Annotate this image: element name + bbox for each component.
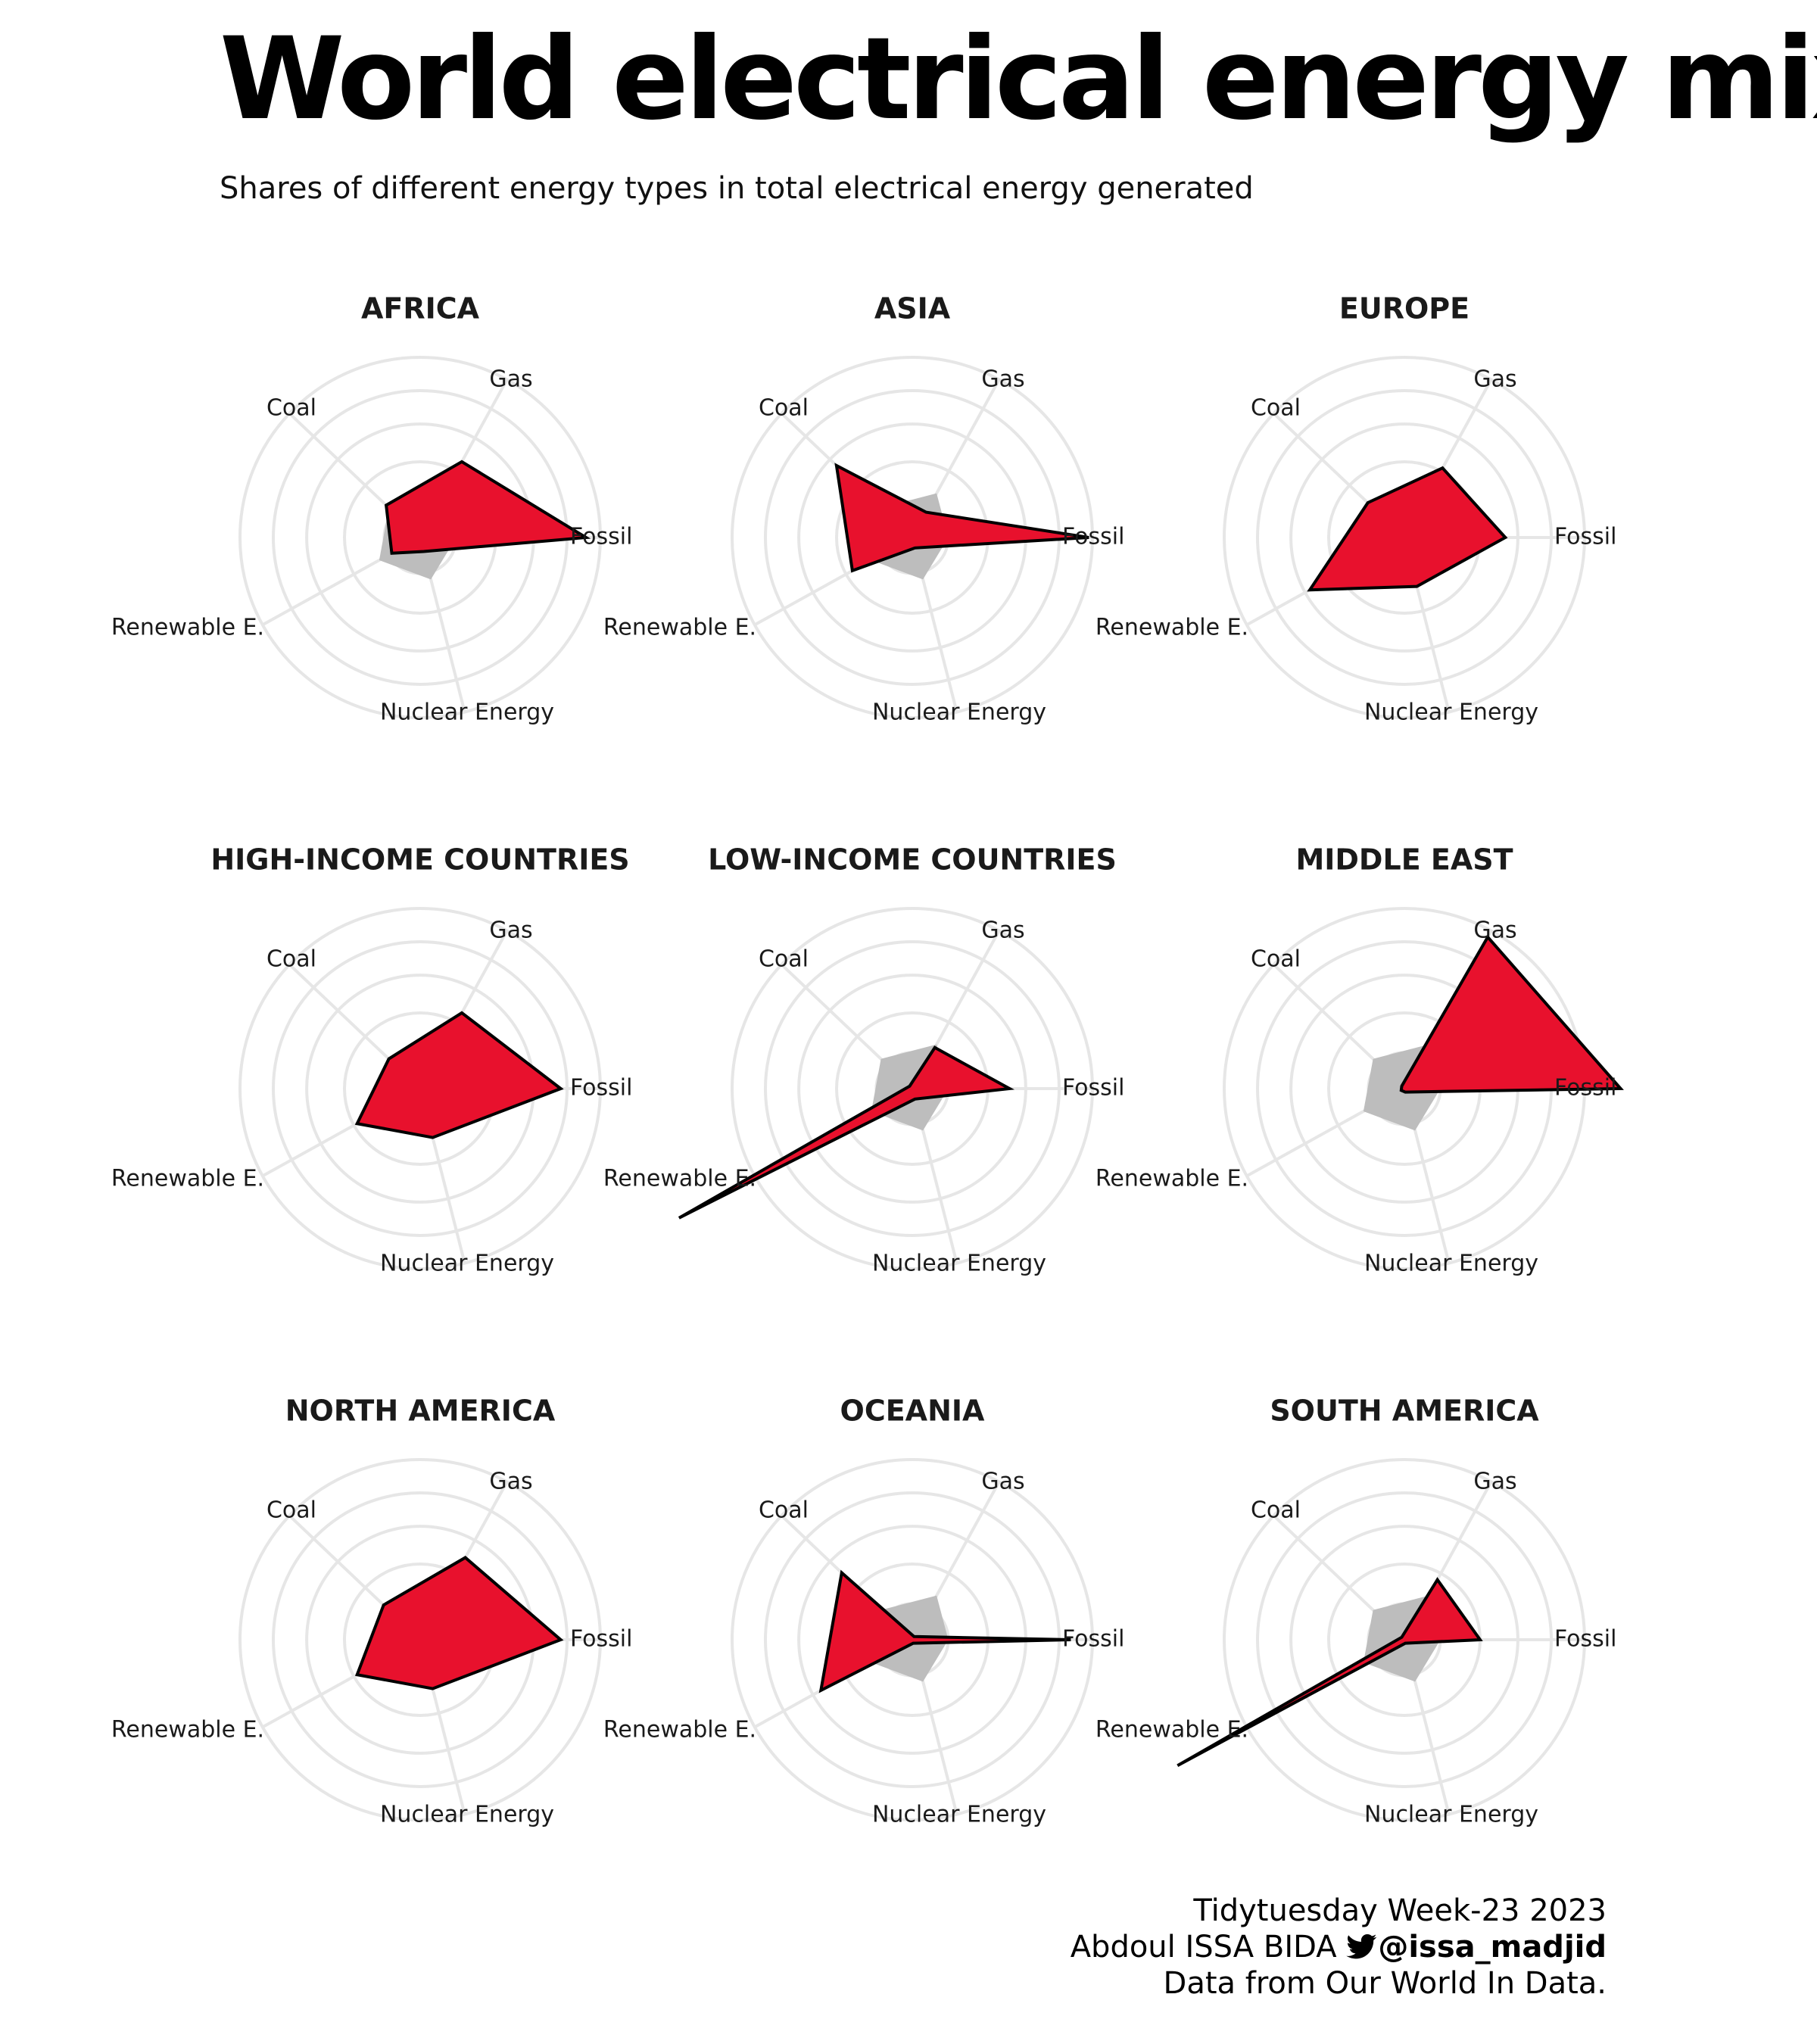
- panel-title: ASIA: [874, 292, 951, 326]
- axis-label-fossil: Fossil: [570, 1626, 632, 1653]
- axis-label-fossil: Fossil: [1554, 1075, 1616, 1101]
- series-polygon-south-america: [1177, 1577, 1483, 1767]
- axis-label-coal: Coal: [759, 946, 809, 973]
- series-polygon-europe: [1307, 466, 1508, 592]
- axis-label-renewable-e-: Renewable E.: [603, 1717, 756, 1743]
- page-subtitle: Shares of different energy types in tota…: [220, 171, 1254, 206]
- series-polygon-north-america: [354, 1556, 564, 1690]
- panel-title: AFRICA: [361, 292, 480, 326]
- axis-label-nuclear-energy: Nuclear Energy: [872, 1802, 1046, 1828]
- axis-label-fossil: Fossil: [570, 1075, 632, 1101]
- axis-label-coal: Coal: [759, 395, 809, 422]
- axis-label-gas: Gas: [489, 1469, 532, 1495]
- panel-title: SOUTH AMERICA: [1270, 1394, 1539, 1428]
- axis-label-fossil: Fossil: [1062, 1075, 1124, 1101]
- axis-label-gas: Gas: [1473, 366, 1516, 393]
- caption-handle: @issa_madjid: [1378, 1930, 1607, 1965]
- radar-panel-high-income-countries: Fossil Gas Coal Renewable E. Nuclear Energy H…: [111, 843, 633, 1277]
- axis-label-nuclear-energy: Nuclear Energy: [380, 700, 554, 726]
- series-polygon-high-income-countries: [354, 1011, 564, 1139]
- caption: Tidytuesday Week-23 2023 Abdoul ISSA BID…: [1071, 1893, 1607, 2002]
- series-polygon-middle-east: [1399, 934, 1624, 1094]
- axis-label-fossil: Fossil: [1062, 524, 1124, 550]
- series-polygon-low-income-countries: [678, 1045, 1015, 1220]
- axis-label-nuclear-energy: Nuclear Energy: [872, 1251, 1046, 1277]
- axis-label-nuclear-energy: Nuclear Energy: [1364, 1251, 1538, 1277]
- radar-panel-south-america: Fossil Gas Coal Renewable E. Nuclear Energy S…: [1095, 1394, 1617, 1828]
- series-polygon-asia: [834, 463, 1089, 573]
- panel-title: OCEANIA: [840, 1394, 986, 1428]
- series-polygon-africa: [384, 460, 591, 555]
- axis-label-gas: Gas: [981, 918, 1024, 944]
- panel-title: LOW-INCOME COUNTRIES: [708, 843, 1117, 877]
- axis-label-fossil: Fossil: [570, 524, 632, 550]
- radar-panel-oceania: Fossil Gas Coal Renewable E. Nuclear Energy O…: [603, 1394, 1125, 1828]
- caption-credit: Abdoul ISSA BIDA @issa_madjid: [1071, 1929, 1607, 1965]
- axis-label-fossil: Fossil: [1554, 1626, 1616, 1653]
- radar-panel-low-income-countries: Fossil Gas Coal Renewable E. Nuclear Energy L…: [603, 843, 1125, 1277]
- radar-panel-africa: Fossil Gas Coal Renewable E. Nuclear Energy A…: [111, 292, 633, 726]
- axis-label-gas: Gas: [489, 918, 532, 944]
- axis-label-renewable-e-: Renewable E.: [603, 1166, 756, 1192]
- axis-label-renewable-e-: Renewable E.: [111, 615, 264, 641]
- radar-panel-north-america: Fossil Gas Coal Renewable E. Nuclear Energy N…: [111, 1394, 633, 1828]
- axis-label-gas: Gas: [1473, 918, 1516, 944]
- axis-label-coal: Coal: [1251, 1497, 1301, 1524]
- axis-label-nuclear-energy: Nuclear Energy: [1364, 700, 1538, 726]
- axis-label-gas: Gas: [489, 366, 532, 393]
- axis-label-renewable-e-: Renewable E.: [1095, 1717, 1248, 1743]
- axis-label-renewable-e-: Renewable E.: [1095, 615, 1248, 641]
- panel-title: MIDDLE EAST: [1295, 843, 1513, 877]
- caption-source: Data from Our World In Data.: [1163, 1966, 1607, 2001]
- axis-label-renewable-e-: Renewable E.: [603, 615, 756, 641]
- axis-label-nuclear-energy: Nuclear Energy: [1364, 1802, 1538, 1828]
- axis-label-fossil: Fossil: [1062, 1626, 1124, 1653]
- caption-event: Tidytuesday Week-23 2023: [1193, 1893, 1607, 1928]
- axis-label-nuclear-energy: Nuclear Energy: [872, 700, 1046, 726]
- axis-label-renewable-e-: Renewable E.: [111, 1166, 264, 1192]
- panel-title: NORTH AMERICA: [285, 1394, 556, 1428]
- axis-label-coal: Coal: [266, 395, 316, 422]
- axis-label-gas: Gas: [981, 1469, 1024, 1495]
- panel-title: HIGH-INCOME COUNTRIES: [210, 843, 629, 877]
- series-polygon-oceania: [818, 1569, 1071, 1693]
- page-title: World electrical energy mix: [220, 14, 1817, 145]
- axis-label-coal: Coal: [1251, 946, 1301, 973]
- radar-panel-middle-east: Fossil Gas Coal Renewable E. Nuclear Energy M…: [1095, 843, 1624, 1277]
- twitter-bird-icon: [1346, 1934, 1377, 1959]
- axis-label-renewable-e-: Renewable E.: [1095, 1166, 1248, 1192]
- axis-label-gas: Gas: [981, 366, 1024, 393]
- panel-title: EUROPE: [1339, 292, 1469, 326]
- axis-label-coal: Coal: [266, 946, 316, 973]
- axis-label-coal: Coal: [1251, 395, 1301, 422]
- axis-label-coal: Coal: [266, 1497, 316, 1524]
- caption-author: Abdoul ISSA BIDA: [1070, 1930, 1337, 1965]
- axis-label-nuclear-energy: Nuclear Energy: [380, 1251, 554, 1277]
- radar-panel-europe: Fossil Gas Coal Renewable E. Nuclear Energy E…: [1095, 292, 1617, 726]
- axis-label-coal: Coal: [759, 1497, 809, 1524]
- axis-label-renewable-e-: Renewable E.: [111, 1717, 264, 1743]
- axis-label-fossil: Fossil: [1554, 524, 1616, 550]
- axis-label-nuclear-energy: Nuclear Energy: [380, 1802, 554, 1828]
- axis-label-gas: Gas: [1473, 1469, 1516, 1495]
- radar-panel-asia: Fossil Gas Coal Renewable E. Nuclear Energy A…: [603, 292, 1125, 726]
